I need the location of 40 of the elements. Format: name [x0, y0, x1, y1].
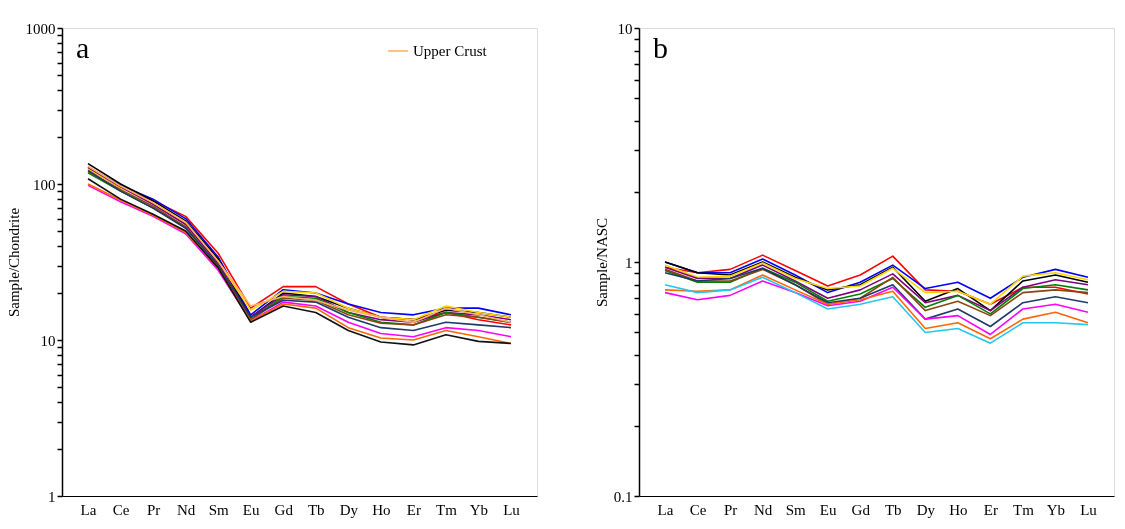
x-tick-label: La [80, 501, 97, 518]
y-tick-label: 100 [33, 176, 56, 193]
x-tick-label: Ce [112, 501, 130, 518]
x-tick-label: Ce [689, 501, 707, 518]
x-tick-label: Lu [1080, 501, 1098, 518]
x-tick-label: Nd [753, 501, 773, 518]
y-tick-label: 1 [48, 488, 56, 505]
x-tick-label: Sm [208, 501, 229, 518]
x-tick-label: Pr [723, 501, 738, 518]
y-axis-title: Sample/NASC [593, 217, 610, 308]
x-tick-label: Tm [1012, 501, 1035, 518]
x-tick-label: Lu [503, 501, 521, 518]
x-tick-label: Gd [274, 501, 294, 518]
x-tick-label: Gd [851, 501, 871, 518]
x-tick-label: Eu [819, 501, 838, 518]
x-tick-label: Tb [307, 501, 325, 518]
x-tick-label: Eu [242, 501, 261, 518]
legend-label: Upper Crust [413, 43, 488, 59]
x-tick-label: Yb [469, 501, 489, 518]
x-tick-label: Er [406, 501, 421, 518]
x-tick-label: Yb [1046, 501, 1066, 518]
chart-title: b [653, 31, 668, 64]
x-tick-label: Nd [176, 501, 196, 518]
x-tick-label: Pr [146, 501, 161, 518]
y-axis-title: Sample/Chondrite [5, 207, 22, 318]
y-tick-label: 10 [40, 332, 56, 349]
x-tick-label: Ho [949, 501, 968, 518]
x-tick-label: Er [983, 501, 998, 518]
x-tick-label: Dy [916, 501, 936, 518]
y-tick-label: 10 [617, 20, 633, 37]
x-tick-label: Tb [884, 501, 902, 518]
x-tick-label: Dy [339, 501, 359, 518]
y-tick-label: 0.1 [613, 488, 633, 505]
y-tick-label: 1 [625, 254, 633, 271]
x-tick-label: Sm [785, 501, 806, 518]
y-tick-label: 1000 [25, 20, 56, 37]
x-tick-label: La [657, 501, 674, 518]
x-tick-label: Ho [372, 501, 391, 518]
chart-title: a [76, 31, 90, 64]
x-tick-label: Tm [435, 501, 458, 518]
